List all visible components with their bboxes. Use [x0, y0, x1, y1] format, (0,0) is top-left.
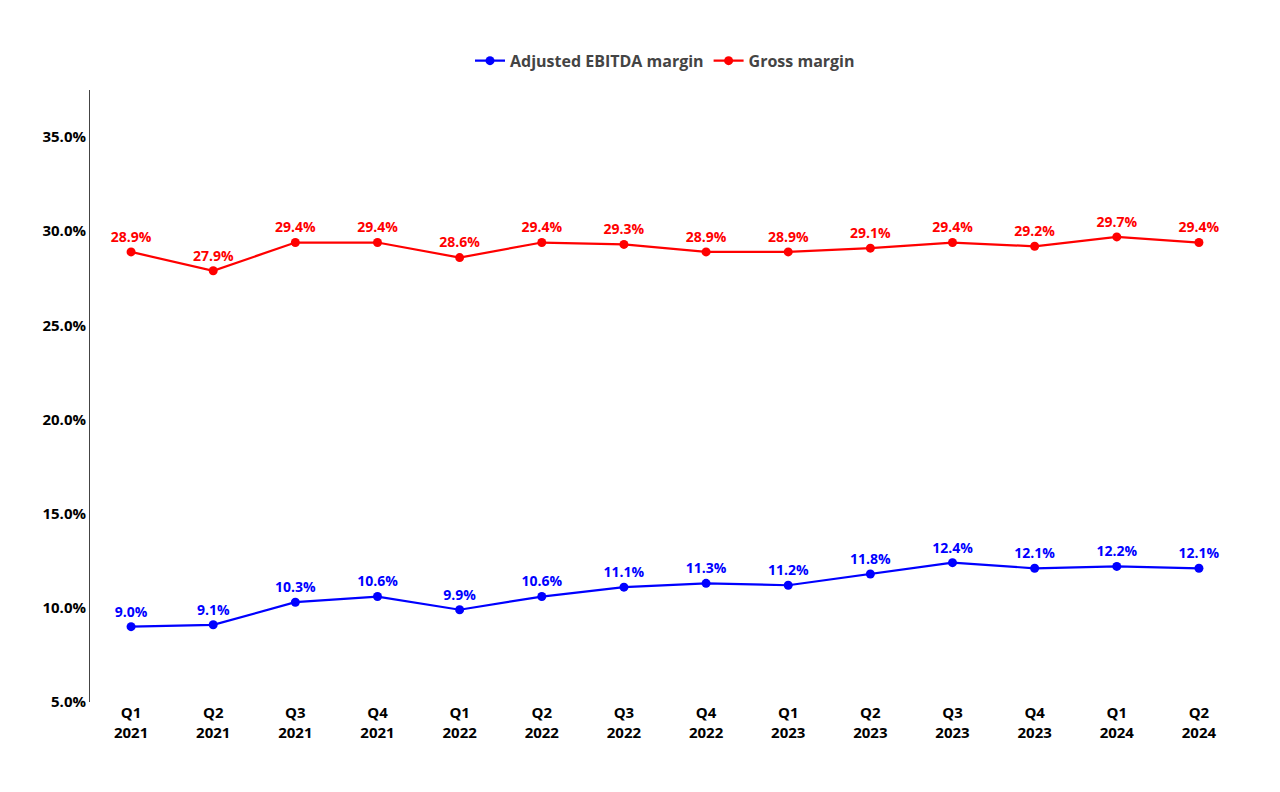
svg-text:28.9%: 28.9%	[768, 227, 809, 246]
svg-text:11.8%: 11.8%	[850, 549, 891, 568]
svg-text:Q42021: Q42021	[360, 702, 394, 742]
svg-text:Q42023: Q42023	[1017, 702, 1051, 742]
svg-text:29.2%: 29.2%	[1014, 221, 1055, 240]
svg-text:10.0%: 10.0%	[42, 597, 86, 617]
svg-text:29.4%: 29.4%	[357, 217, 398, 236]
svg-text:12.4%: 12.4%	[932, 538, 973, 557]
svg-text:29.1%: 29.1%	[850, 223, 891, 242]
svg-text:28.6%: 28.6%	[439, 232, 480, 251]
svg-text:10.3%: 10.3%	[275, 577, 316, 596]
svg-text:11.3%: 11.3%	[686, 558, 727, 577]
svg-text:20.0%: 20.0%	[42, 409, 86, 429]
svg-text:11.2%: 11.2%	[768, 560, 809, 579]
svg-text:12.2%: 12.2%	[1096, 541, 1137, 560]
svg-text:Adjusted EBITDA margin: Adjusted EBITDA margin	[510, 50, 704, 72]
svg-text:9.9%: 9.9%	[443, 585, 476, 604]
svg-text:29.4%: 29.4%	[275, 217, 316, 236]
svg-text:25.0%: 25.0%	[42, 315, 86, 335]
svg-text:Q32023: Q32023	[935, 702, 969, 742]
svg-text:29.7%: 29.7%	[1096, 212, 1137, 231]
svg-text:29.4%: 29.4%	[521, 217, 562, 236]
svg-text:12.1%: 12.1%	[1014, 543, 1055, 562]
svg-text:28.9%: 28.9%	[686, 227, 727, 246]
svg-text:Q12024: Q12024	[1100, 702, 1135, 742]
svg-text:9.0%: 9.0%	[115, 602, 148, 621]
svg-text:29.4%: 29.4%	[932, 217, 973, 236]
svg-text:Q12023: Q12023	[771, 702, 805, 742]
svg-text:Q22022: Q22022	[525, 702, 560, 742]
svg-text:Q12022: Q12022	[442, 702, 477, 742]
svg-text:Q22023: Q22023	[853, 702, 887, 742]
svg-text:29.3%: 29.3%	[604, 219, 645, 238]
svg-text:Q32022: Q32022	[607, 702, 642, 742]
svg-text:Q42022: Q42022	[689, 702, 724, 742]
svg-text:29.4%: 29.4%	[1179, 217, 1220, 236]
svg-text:Q22021: Q22021	[196, 702, 230, 742]
svg-text:Q22024: Q22024	[1182, 702, 1217, 742]
svg-text:Q32021: Q32021	[278, 702, 312, 742]
svg-text:10.6%: 10.6%	[357, 571, 398, 590]
svg-text:11.1%: 11.1%	[604, 562, 645, 581]
svg-text:Q12021: Q12021	[114, 702, 148, 742]
svg-text:27.9%: 27.9%	[193, 246, 234, 265]
svg-text:35.0%: 35.0%	[42, 126, 86, 146]
svg-text:12.1%: 12.1%	[1179, 543, 1220, 562]
svg-text:15.0%: 15.0%	[42, 503, 86, 523]
svg-text:28.9%: 28.9%	[111, 227, 152, 246]
svg-text:5.0%: 5.0%	[51, 691, 86, 711]
svg-text:10.6%: 10.6%	[521, 571, 562, 590]
svg-text:9.1%: 9.1%	[197, 600, 230, 619]
svg-text:Gross margin: Gross margin	[749, 50, 855, 72]
svg-text:30.0%: 30.0%	[42, 220, 86, 240]
